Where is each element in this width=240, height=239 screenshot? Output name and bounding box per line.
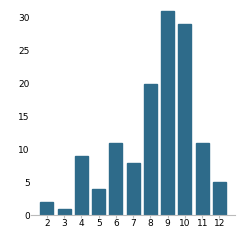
Bar: [144, 84, 157, 215]
Bar: [127, 163, 140, 215]
Bar: [58, 208, 71, 215]
Bar: [196, 143, 209, 215]
Bar: [109, 143, 122, 215]
Bar: [213, 182, 226, 215]
Bar: [41, 202, 54, 215]
Bar: [75, 156, 88, 215]
Bar: [92, 189, 105, 215]
Bar: [161, 11, 174, 215]
Bar: [179, 25, 192, 215]
